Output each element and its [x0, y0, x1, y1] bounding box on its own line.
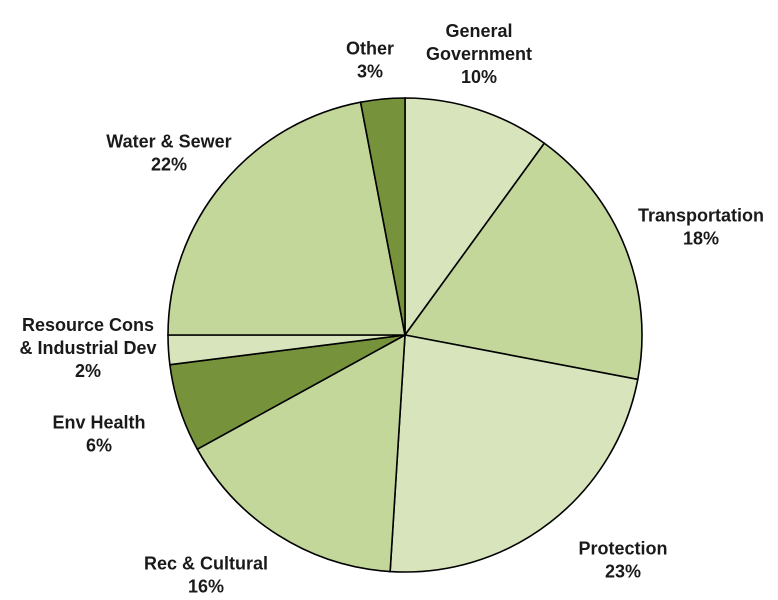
slice-label: Protection 23% — [578, 539, 667, 582]
labels-layer: General Government 10% Transportation 18% Pro… — [19, 21, 764, 597]
slice-percent: 22% — [151, 155, 187, 175]
slice-name: Env Health — [52, 413, 145, 433]
pie-slice — [403, 142, 643, 381]
pie-slice — [196, 333, 406, 573]
slice-name: Government — [426, 44, 532, 64]
slice-name: & Industrial Dev — [19, 338, 156, 358]
slice-label: Resource Cons & Industrial Dev 2% — [19, 315, 156, 381]
pie-slice — [404, 97, 546, 338]
slice-percent: 16% — [188, 577, 224, 597]
slice-percent: 3% — [357, 62, 383, 82]
slice-name: Other — [346, 39, 394, 59]
slice-label: Env Health 6% — [52, 413, 145, 456]
slice-name: Water & Sewer — [106, 132, 231, 152]
slice-label: General Government 10% — [426, 21, 532, 87]
pie-slice — [167, 101, 406, 336]
slice-percent: 6% — [86, 436, 112, 456]
slice-name: Resource Cons — [22, 315, 154, 335]
slice-label: Water & Sewer 22% — [106, 132, 231, 175]
slice-name: General — [445, 21, 512, 41]
pie-slice — [359, 97, 406, 336]
slices-layer — [167, 97, 643, 573]
slice-name: Rec & Cultural — [144, 554, 268, 574]
slice-percent: 10% — [461, 67, 497, 87]
slice-name: Transportation — [638, 206, 764, 226]
slice-label: Rec & Cultural 16% — [144, 554, 268, 597]
slice-percent: 18% — [683, 229, 719, 249]
slice-name: Protection — [578, 539, 667, 559]
slice-percent: 2% — [75, 361, 101, 381]
slice-label: Other 3% — [346, 39, 394, 82]
slice-label: Transportation 18% — [638, 206, 764, 249]
slice-percent: 23% — [605, 562, 641, 582]
pie-slice — [389, 334, 639, 573]
